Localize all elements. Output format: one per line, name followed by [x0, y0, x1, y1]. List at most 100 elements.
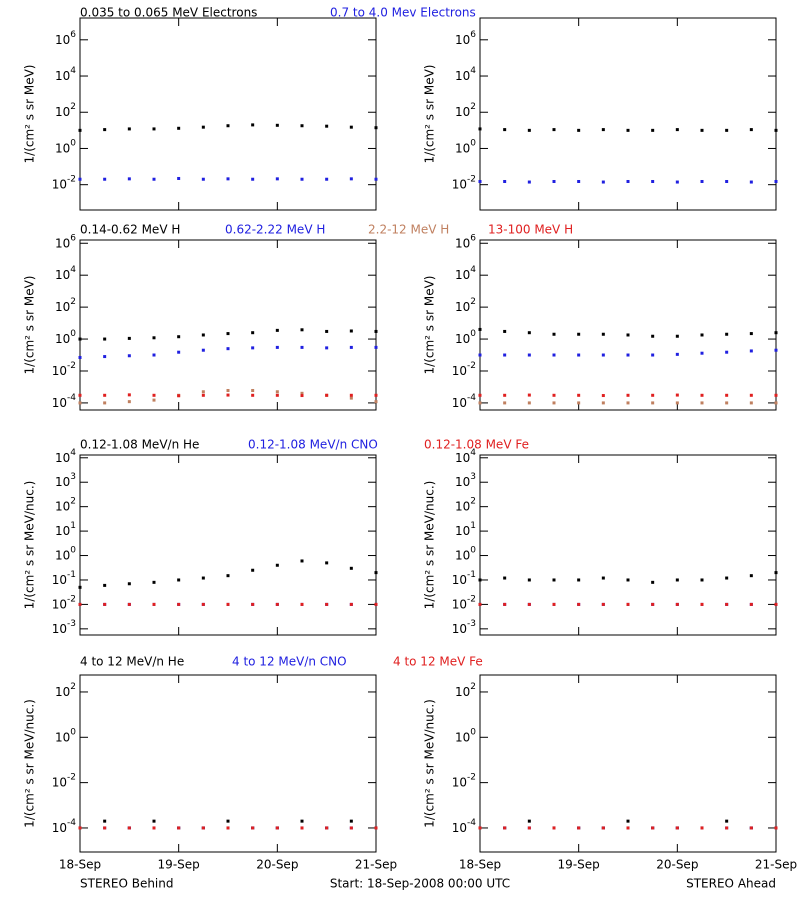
data-point: [152, 336, 156, 340]
data-point: [601, 826, 605, 830]
plot-frame: [479, 674, 777, 853]
y-tick-label: 10-4: [452, 392, 477, 409]
y-tick-label: 102: [55, 102, 76, 119]
x-tick-label: 21-Sep: [355, 858, 397, 872]
data-point: [127, 393, 131, 397]
data-point: [226, 332, 230, 336]
data-point: [675, 180, 679, 184]
data-point: [374, 571, 378, 575]
data-point: [251, 393, 255, 397]
data-point: [552, 332, 556, 336]
y-axis-label: 1/(cm² s sr MeV/nuc.): [23, 699, 37, 828]
data-point: [374, 329, 378, 333]
data-point: [478, 602, 482, 606]
data-point: [349, 125, 353, 129]
y-tick-label: 10-4: [452, 817, 477, 834]
data-point: [774, 393, 778, 397]
data-point: [201, 826, 205, 830]
y-tick-label: 10-1: [452, 569, 476, 586]
data-point: [300, 394, 304, 398]
data-point: [577, 393, 581, 397]
data-point: [577, 332, 581, 336]
data-point: [300, 826, 304, 830]
data-point: [700, 393, 704, 397]
data-point: [325, 346, 329, 350]
data-point: [626, 128, 630, 132]
plot-frame: [479, 239, 777, 411]
data-point: [503, 179, 507, 183]
data-point: [503, 826, 507, 830]
data-point: [152, 398, 156, 402]
data-point: [503, 329, 507, 333]
data-point: [577, 826, 581, 830]
data-point: [675, 826, 679, 830]
data-point: [503, 128, 507, 132]
data-point: [527, 826, 531, 830]
data-point: [349, 345, 353, 349]
data-point: [349, 177, 353, 181]
y-tick-label: 104: [455, 66, 476, 83]
data-point: [626, 353, 630, 357]
data-point: [349, 329, 353, 333]
x-tick-label: 18-Sep: [59, 858, 101, 872]
data-point: [103, 393, 107, 397]
data-point: [725, 576, 729, 580]
data-point: [503, 353, 507, 357]
data-point: [103, 337, 107, 341]
x-tick-label: 20-Sep: [656, 858, 698, 872]
data-point: [527, 819, 531, 823]
data-point: [552, 353, 556, 357]
data-point: [626, 393, 630, 397]
data-point: [152, 602, 156, 606]
data-point: [275, 826, 279, 830]
y-tick-label: 10-4: [52, 817, 77, 834]
data-point: [226, 347, 230, 351]
data-point: [374, 400, 378, 404]
data-point: [478, 179, 482, 183]
data-point: [552, 393, 556, 397]
data-point: [552, 179, 556, 183]
data-point: [478, 401, 482, 405]
data-point: [374, 602, 378, 606]
data-point: [127, 602, 131, 606]
y-tick-label: 10-4: [52, 392, 77, 409]
data-point: [774, 571, 778, 575]
data-point: [552, 128, 556, 132]
data-point: [626, 179, 630, 183]
data-point: [725, 602, 729, 606]
data-point: [349, 819, 353, 823]
data-point: [152, 819, 156, 823]
data-point: [626, 826, 630, 830]
plot-frame: [479, 17, 777, 211]
data-point: [201, 576, 205, 580]
data-point: [78, 602, 82, 606]
data-point: [651, 128, 655, 132]
data-point: [177, 578, 181, 582]
data-point: [251, 177, 255, 181]
data-point: [527, 128, 531, 132]
data-point: [152, 177, 156, 181]
legend-entry: 4 to 12 MeV/n He: [80, 655, 184, 669]
data-point: [601, 332, 605, 336]
plot-frame: [79, 454, 377, 636]
y-axis-label: 1/(cm² s sr MeV): [23, 276, 37, 375]
data-point: [478, 327, 482, 331]
data-point: [503, 401, 507, 405]
data-point: [601, 602, 605, 606]
data-point: [700, 826, 704, 830]
data-point: [226, 574, 230, 578]
data-point: [601, 394, 605, 398]
data-point: [78, 826, 82, 830]
y-tick-label: 10-2: [452, 772, 476, 789]
y-axis-label: 1/(cm² s sr MeV/nuc.): [423, 481, 437, 610]
data-point: [300, 391, 304, 395]
y-tick-label: 10-2: [52, 360, 76, 377]
data-point: [177, 335, 181, 339]
data-point: [749, 574, 753, 578]
x-tick-label: 19-Sep: [558, 858, 600, 872]
data-point: [626, 333, 630, 337]
y-tick-label: 10-2: [52, 594, 76, 611]
y-tick-label: 100: [55, 727, 76, 744]
data-point: [700, 333, 704, 337]
